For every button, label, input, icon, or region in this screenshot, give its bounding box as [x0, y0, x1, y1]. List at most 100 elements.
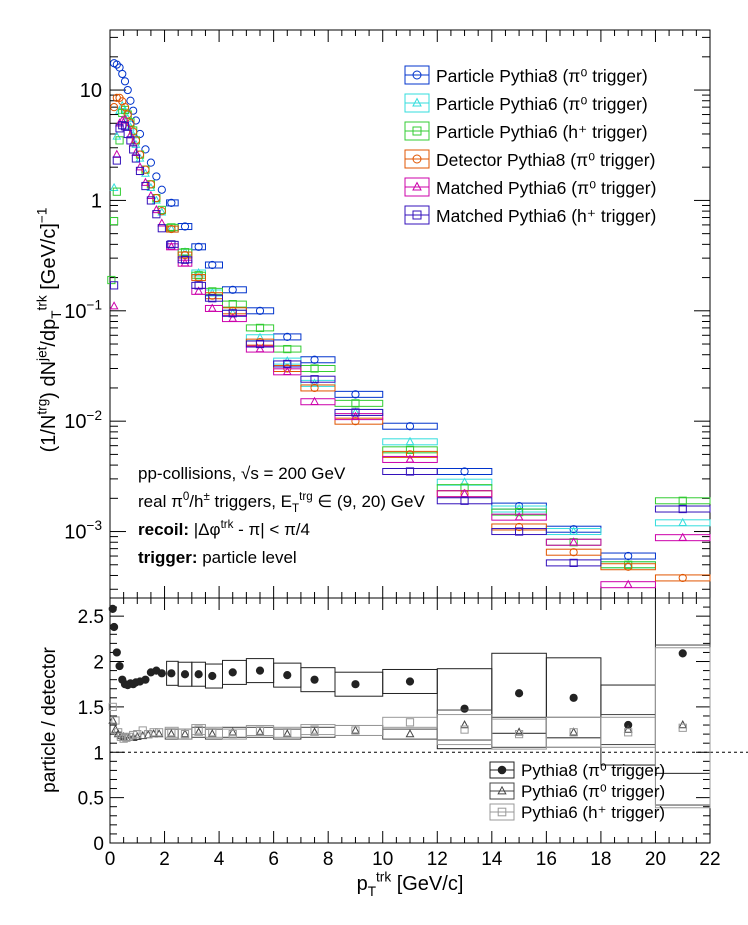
data-box — [654, 597, 711, 774]
data-box — [222, 286, 247, 294]
data-box — [600, 552, 656, 560]
data-box — [177, 223, 193, 231]
y-tick-label: 10−1 — [64, 297, 102, 322]
data-box — [545, 716, 602, 748]
data-box — [654, 505, 711, 513]
data-box — [191, 274, 206, 282]
data-point — [569, 548, 578, 557]
data-point — [405, 467, 415, 476]
data-point — [118, 121, 127, 130]
data-point — [146, 196, 156, 205]
legend-label: Matched Pythia6 (π⁰ trigger) — [436, 178, 656, 198]
legend-marker — [497, 785, 507, 795]
legend-entry: Detector Pythia8 (π⁰ trigger) — [404, 149, 655, 170]
y-tick-label: 0 — [93, 834, 104, 855]
data-box — [222, 309, 247, 317]
data-point — [114, 728, 123, 737]
annotation: pp-collisions, √s = 200 GeV — [138, 464, 346, 483]
data-box — [334, 724, 384, 736]
data-point — [180, 670, 190, 679]
legend-entry: Particle Pythia6 (h⁺ trigger) — [404, 121, 648, 142]
legend-entry: Pythia6 (h⁺ trigger) — [489, 803, 665, 822]
data-box — [191, 243, 206, 251]
data-point — [228, 285, 237, 294]
data-box — [600, 581, 656, 589]
data-point — [310, 383, 319, 393]
data-point — [405, 729, 415, 738]
data-point — [460, 467, 469, 476]
ratio-panel: 0 2 4 6 8 10 12 14 16 18 20 22 0 0.5 1 1.5 2 2.5 particle … — [39, 597, 748, 899]
data-box — [382, 450, 438, 458]
x-tick-label: 8 — [323, 849, 334, 870]
data-box — [245, 334, 275, 342]
y-axis-label: (1/Ntrg) dNjet/dpTtrk [GeV/c]−1 — [35, 208, 64, 453]
data-point — [180, 222, 190, 231]
data-box — [491, 716, 547, 748]
data-point — [208, 260, 217, 270]
data-point — [283, 332, 292, 342]
data-point — [157, 218, 167, 227]
data-point — [157, 669, 166, 678]
data-box — [382, 438, 438, 446]
legend-label: Matched Pythia6 (h⁺ trigger) — [436, 206, 656, 226]
data-point — [120, 122, 130, 131]
data-box — [273, 360, 302, 368]
data-point — [678, 649, 687, 658]
data-point — [351, 408, 360, 417]
x-tick-label: 22 — [699, 849, 720, 870]
legend-label: Pythia6 (π⁰ trigger) — [521, 782, 665, 801]
data-point — [109, 216, 119, 226]
data-box — [491, 528, 547, 536]
data-point — [678, 496, 687, 505]
x-tick-label: 0 — [105, 849, 116, 870]
x-tick-label: 10 — [372, 849, 393, 870]
legend-entry: Pythia8 (π⁰ trigger) — [489, 761, 665, 780]
data-point — [141, 675, 150, 684]
data-point — [146, 158, 156, 167]
x-tick-label: 12 — [427, 849, 448, 870]
data-point — [283, 728, 292, 737]
data-point — [310, 364, 319, 373]
data-point — [514, 727, 524, 736]
data-point — [108, 715, 118, 724]
data-point — [131, 154, 141, 163]
data-point — [255, 323, 265, 332]
legend-entry: Matched Pythia6 (π⁰ trigger) — [404, 177, 656, 198]
series-matched-pythia6-h-trigger- — [109, 121, 711, 567]
data-point — [514, 508, 524, 517]
data-point — [569, 537, 579, 546]
data-box — [245, 340, 275, 348]
data-point — [228, 730, 237, 739]
data-point — [157, 185, 166, 194]
data-point — [194, 725, 203, 734]
data-point — [310, 355, 319, 364]
data-point — [351, 399, 360, 408]
data-box — [545, 538, 602, 546]
data-point — [194, 273, 203, 282]
annotation: real π0/h± triggers, ETtrg ∈ (9, 20) GeV — [138, 490, 425, 515]
data-point — [310, 725, 319, 734]
data-point — [109, 622, 119, 632]
data-point — [167, 198, 176, 207]
data-point — [129, 145, 138, 154]
legend-entry: Particle Pythia6 (π⁰ trigger) — [404, 93, 648, 114]
data-point — [112, 648, 121, 657]
data-point — [283, 344, 292, 354]
data-point — [151, 204, 161, 214]
data-point — [141, 181, 150, 191]
data-point — [623, 579, 633, 588]
data-point — [115, 124, 124, 133]
data-point — [194, 271, 203, 280]
legend-label: Particle Pythia6 (π⁰ trigger) — [436, 94, 648, 114]
y-tick-label: 2 — [93, 653, 104, 674]
data-point — [194, 670, 203, 679]
x-axis-label: pTtrk [GeV/c] — [357, 870, 464, 899]
legend-marker — [412, 126, 422, 136]
data-point — [111, 716, 120, 725]
data-point — [157, 207, 166, 216]
x-tick-label: 14 — [481, 849, 503, 870]
data-point — [208, 728, 217, 737]
data-point — [117, 115, 127, 124]
x-tick-label: 18 — [590, 849, 611, 870]
